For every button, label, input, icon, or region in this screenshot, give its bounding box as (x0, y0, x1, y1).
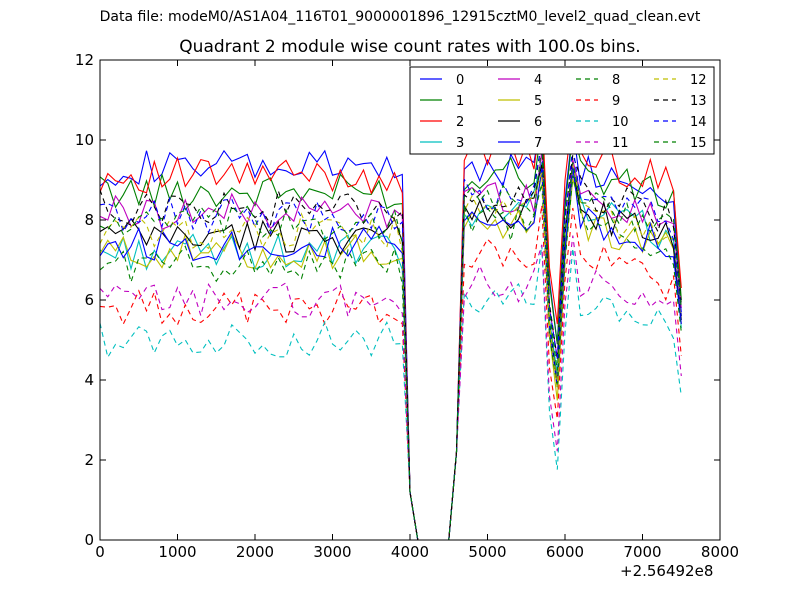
legend-label-10: 10 (612, 115, 629, 130)
x-tick-label: 0 (95, 543, 105, 561)
plot-frame (99, 59, 721, 541)
legend-box (409, 66, 715, 155)
series-line-6 (99, 164, 682, 541)
y-tick-label: 0 (84, 531, 94, 549)
legend-label-6: 6 (534, 115, 542, 130)
series-line-8 (99, 175, 682, 541)
legend-label-3: 3 (456, 136, 464, 151)
series-line-13 (99, 139, 682, 541)
series-line-14 (99, 143, 682, 541)
x-tick-label: 8000 (701, 543, 739, 561)
series-line-1 (99, 125, 682, 541)
x-axis-offset-label: +2.56492e8 (620, 562, 714, 580)
series-line-2 (99, 108, 682, 541)
legend-label-14: 14 (690, 115, 707, 130)
legend-label-9: 9 (612, 94, 620, 109)
series-line-9 (99, 205, 682, 541)
series-layer (99, 108, 682, 541)
chart-title: Quadrant 2 module wise count rates with … (179, 37, 641, 57)
series-line-12 (99, 164, 682, 541)
x-tick-label: 7000 (623, 543, 661, 561)
legend-label-5: 5 (534, 94, 542, 109)
ticks-layer: 0 1000 2000 3000 4000 5000 6000 7000 80000246810… (75, 51, 739, 561)
y-tick-label: 6 (84, 291, 94, 309)
legend-label-12: 12 (690, 73, 707, 88)
y-tick-label: 10 (75, 131, 94, 149)
legend-label-7: 7 (534, 136, 542, 151)
x-tick-label: 1000 (158, 543, 196, 561)
series-line-15 (99, 144, 682, 541)
x-tick-label: 3000 (313, 543, 351, 561)
legend-label-8: 8 (612, 73, 620, 88)
legend-label-1: 1 (456, 94, 464, 109)
series-line-5 (99, 172, 682, 541)
y-tick-label: 2 (84, 451, 94, 469)
legend-label-2: 2 (456, 115, 464, 130)
y-tick-label: 4 (84, 371, 94, 389)
series-line-10 (99, 245, 682, 541)
x-tick-label: 5000 (468, 543, 506, 561)
legend-label-15: 15 (690, 136, 707, 151)
series-line-11 (99, 235, 682, 541)
figure-suptitle: Data file: modeM0/AS1A04_116T01_90000018… (99, 9, 701, 25)
x-tick-label: 4000 (391, 543, 429, 561)
legend-label-11: 11 (612, 136, 629, 151)
x-tick-label: 6000 (546, 543, 584, 561)
series-line-3 (99, 161, 682, 541)
legend-label-0: 0 (456, 73, 464, 88)
legend-label-13: 13 (690, 94, 707, 109)
series-line-7 (99, 167, 682, 541)
series-line-4 (99, 151, 682, 541)
y-tick-label: 8 (84, 211, 94, 229)
series-line-0 (99, 116, 682, 541)
legend-label-4: 4 (534, 73, 542, 88)
y-tick-label: 12 (75, 51, 94, 69)
x-tick-label: 2000 (236, 543, 274, 561)
